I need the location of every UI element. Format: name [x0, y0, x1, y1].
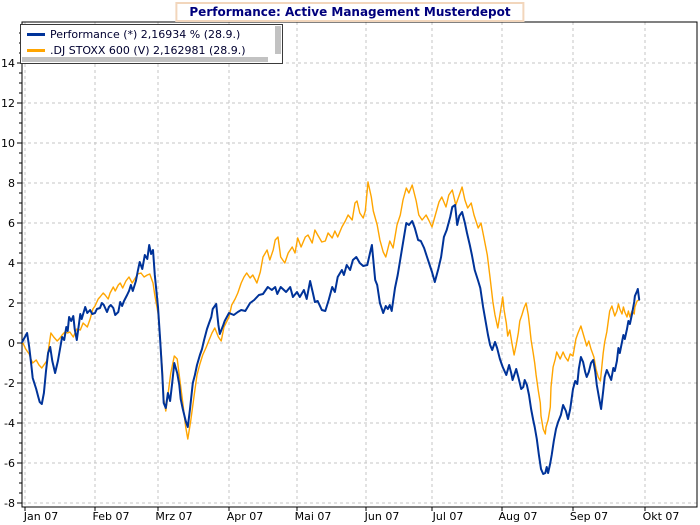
x-axis-label: Okt 07 — [643, 510, 680, 523]
legend-item-djstoxx: .DJ STOXX 600 (V) 2,162981 (28.9.) — [27, 43, 282, 57]
legend-label-djstoxx: .DJ STOXX 600 (V) 2,162981 (28.9.) — [50, 43, 246, 57]
y-axis-label: -2 — [4, 377, 15, 390]
performance-line-swatch — [27, 32, 45, 36]
y-axis-label: 0 — [8, 337, 15, 350]
series-line — [21, 204, 641, 475]
y-axis-label: 6 — [8, 217, 15, 230]
chart-title-text: Performance: Active Management Musterdep… — [189, 5, 511, 19]
y-axis-label: 12 — [1, 97, 15, 110]
y-axis-label: -6 — [4, 457, 15, 470]
x-axis-label: Jan 07 — [23, 510, 58, 523]
x-axis-label: Aug 07 — [499, 510, 538, 523]
x-axis-label: Sep 07 — [570, 510, 608, 523]
chart-title: Performance: Active Management Musterdep… — [175, 2, 525, 22]
legend-horizontal-scrollbar[interactable] — [22, 57, 268, 62]
y-axis-label: 8 — [8, 177, 15, 190]
x-axis-label: Jul 07 — [432, 510, 464, 523]
djstoxx-line-swatch — [27, 48, 45, 52]
x-axis-label: Mai 07 — [295, 510, 332, 523]
y-axis-label: 4 — [8, 257, 15, 270]
y-axis-label: 10 — [1, 137, 15, 150]
x-axis-label: Apr 07 — [227, 510, 264, 523]
y-axis-label: -8 — [4, 497, 15, 510]
legend-label-performance: Performance (*) 2,16934 % (28.9.) — [50, 27, 241, 41]
legend-vertical-scrollbar[interactable] — [275, 26, 281, 54]
y-axis-label: -4 — [4, 417, 15, 430]
legend: Performance (*) 2,16934 % (28.9.) .DJ ST… — [20, 24, 283, 64]
x-axis-label: Mrz 07 — [155, 510, 192, 523]
x-axis-label: Feb 07 — [93, 510, 130, 523]
series-line — [22, 181, 640, 440]
y-axis-label: 2 — [8, 297, 15, 310]
legend-item-performance: Performance (*) 2,16934 % (28.9.) — [27, 27, 282, 41]
x-axis-label: Jun 07 — [364, 510, 400, 523]
y-axis-label: 14 — [1, 57, 15, 70]
